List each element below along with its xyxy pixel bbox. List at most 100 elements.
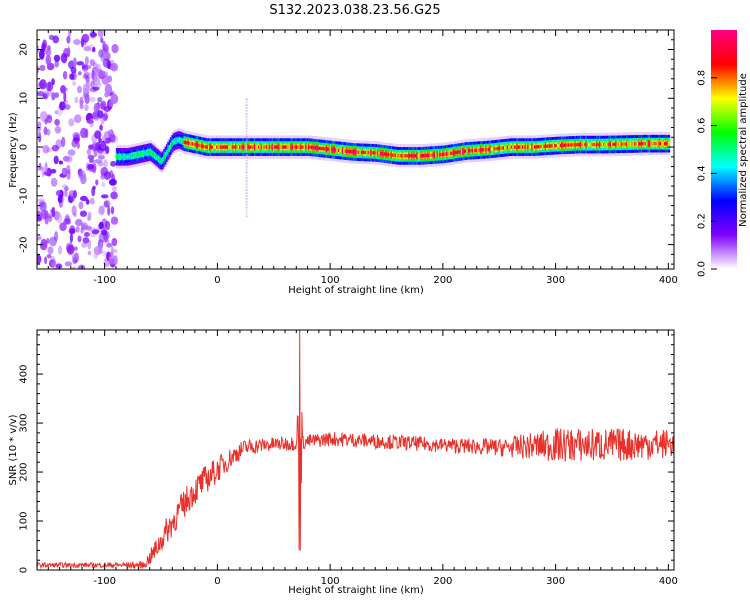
noise-cell — [111, 237, 118, 247]
spike-cell — [245, 215, 248, 218]
noise-cell — [100, 37, 104, 43]
noise-cell — [79, 96, 84, 107]
snr-x-ticks: -100 0 100 200 300 400 — [36, 330, 678, 587]
ridge-cell — [222, 145, 225, 149]
noise-cell — [77, 85, 82, 94]
spike-cell — [245, 127, 248, 130]
ridge-cell — [171, 142, 174, 146]
ridge-cell — [450, 151, 453, 155]
ridge-cell — [212, 145, 215, 149]
ridge-cell — [600, 142, 603, 147]
ridge-cell — [151, 151, 154, 155]
ridge-cell — [264, 145, 267, 149]
ridge-cell — [122, 155, 125, 159]
noise-cell — [108, 254, 116, 265]
ridge-cell — [410, 154, 414, 158]
ridge-cell — [226, 145, 230, 149]
ridge-cell — [538, 145, 541, 149]
ridge-cell — [575, 143, 579, 147]
ridge-cell — [578, 142, 581, 147]
ridge-cell — [479, 148, 483, 152]
noise-cell — [78, 201, 84, 210]
noise-cell — [74, 96, 79, 104]
ridge-cell — [465, 149, 468, 153]
ridge-cell — [547, 144, 550, 148]
ridge-cell — [302, 145, 305, 149]
ridge-cell — [129, 154, 132, 158]
noise-cell — [110, 216, 119, 225]
ridge-cell — [339, 148, 342, 153]
ridge-cell — [157, 157, 161, 161]
ridge-cell — [504, 146, 507, 150]
ridge-cell — [266, 145, 269, 149]
ridge-cell — [443, 152, 446, 156]
ridge-cell — [615, 142, 618, 146]
noise-cell — [45, 81, 54, 92]
ridge-cell — [267, 145, 270, 149]
noise-cell — [88, 158, 95, 163]
ridge-cell — [149, 150, 152, 154]
ridge-cell — [603, 142, 606, 147]
ridge-cell — [291, 145, 294, 149]
noise-cell — [93, 67, 100, 78]
ridge-cell — [132, 154, 135, 158]
noise-cell — [58, 160, 64, 165]
noise-cell — [100, 174, 105, 179]
ridge-cell — [379, 151, 382, 156]
noise-cell — [92, 77, 101, 86]
ridge-cell — [429, 153, 432, 157]
ridge-cell — [647, 141, 650, 146]
ridge-cell — [213, 145, 216, 149]
ridge-cell — [205, 145, 208, 149]
ridge-cell — [363, 150, 366, 155]
ridge-cell — [175, 139, 178, 143]
ridge-cell — [258, 145, 261, 149]
noise-cell — [80, 195, 88, 202]
snr-x-tick-label: 100 — [321, 576, 340, 587]
ridge-cell — [529, 145, 533, 149]
colorbar-tick-label: 0.0 — [697, 261, 708, 277]
noise-cell — [59, 101, 63, 110]
ridge-cell — [643, 142, 646, 146]
ridge-cell — [511, 145, 514, 149]
ridge-cell — [470, 148, 473, 153]
noise-cell — [52, 260, 57, 269]
ridge-cell — [217, 145, 220, 149]
noise-cell — [93, 116, 100, 121]
noise-cell — [109, 178, 117, 186]
ridge-cell — [152, 152, 155, 156]
noise-cell — [102, 250, 107, 257]
noise-cell — [55, 212, 63, 224]
noise-cell — [103, 159, 108, 168]
ridge-cell — [202, 144, 205, 148]
ridge-cell — [248, 145, 251, 149]
noise-cell — [82, 73, 89, 80]
ridge-cell — [210, 145, 213, 149]
ridge-cell — [121, 155, 124, 159]
noise-cell — [50, 168, 57, 174]
ridge-cell — [433, 153, 437, 157]
ridge-cell — [588, 142, 591, 147]
snr-x-label: Height of straight line (km) — [288, 585, 424, 596]
ridge-cell — [387, 152, 391, 157]
spike-cell — [245, 183, 248, 186]
noise-cell — [90, 32, 98, 38]
figure-title: S132.2023.038.23.56.G25 — [269, 3, 440, 18]
ridge-cell — [186, 141, 189, 145]
noise-cell — [97, 97, 103, 103]
ridge-cell — [642, 142, 645, 146]
ridge-cell — [325, 147, 328, 151]
noise-cell — [100, 229, 108, 236]
noise-cell — [39, 201, 47, 212]
ridge-cell — [663, 141, 667, 146]
ridge-cell — [444, 152, 447, 156]
noise-cell — [98, 221, 104, 230]
spectrogram-frame — [36, 29, 675, 270]
noise-cell — [83, 232, 90, 237]
ridge-cell — [164, 153, 167, 158]
ridge-cell — [492, 147, 495, 151]
ridge-cell — [460, 149, 464, 154]
ridge-cell — [581, 142, 584, 147]
ridge-cell — [520, 145, 523, 149]
ridge-cell — [570, 143, 573, 147]
